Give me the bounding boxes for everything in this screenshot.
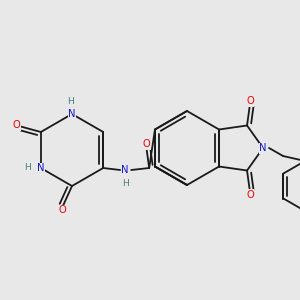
Text: N: N (259, 143, 267, 153)
Text: N: N (122, 165, 129, 175)
Text: O: O (142, 139, 150, 149)
Text: H: H (122, 178, 129, 188)
Text: O: O (13, 120, 21, 130)
Text: H: H (24, 163, 31, 172)
Text: O: O (246, 97, 254, 106)
Text: O: O (58, 205, 66, 215)
Text: H: H (68, 97, 74, 106)
Text: N: N (68, 109, 76, 119)
Text: N: N (37, 163, 45, 173)
Text: O: O (246, 190, 254, 200)
